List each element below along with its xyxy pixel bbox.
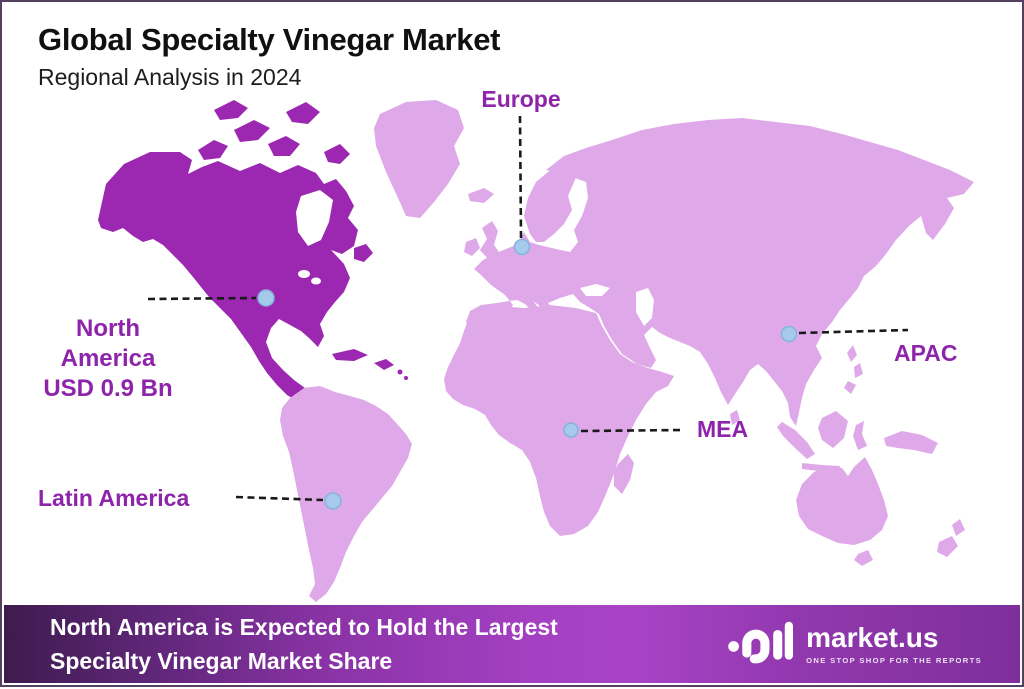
north-america-label: North America USD 0.9 Bn (32, 314, 184, 404)
mea-marker-dot (563, 422, 579, 438)
page-title: Global Specialty Vinegar Market (38, 22, 501, 57)
north-america-marker-dot (257, 289, 275, 307)
greenland-shape (374, 100, 494, 218)
region-eurasia-shape (464, 118, 974, 426)
europe-label: Europe (481, 86, 561, 112)
banner-caption: North America is Expected to Hold the La… (50, 613, 558, 675)
region-apac-islands-shape (777, 345, 965, 566)
region-mea-shape (444, 305, 674, 536)
apac-label: APAC (894, 340, 958, 366)
north-america-label-value: USD 0.9 Bn (43, 375, 173, 402)
logo-name: market.us (806, 621, 939, 653)
region-latin-america-shape (280, 386, 412, 602)
mea-label: MEA (697, 416, 749, 442)
europe-leader-line (518, 115, 523, 239)
latin-america-marker-dot (324, 492, 342, 510)
marketus-logo: market.us ONE STOP SHOP FOR THE REPORTS (727, 618, 1020, 670)
latin-america-label: Latin America (38, 485, 190, 511)
header: Global Specialty Vinegar Market Regional… (38, 22, 501, 91)
mea-leader-line (580, 428, 685, 433)
bottom-banner: North America is Expected to Hold the La… (4, 605, 1020, 683)
europe-marker-dot (513, 238, 531, 256)
marketus-logo-icon (728, 621, 794, 664)
region-north-america-shape (98, 100, 408, 424)
apac-marker-dot (780, 325, 798, 343)
latin-america-leader-line (235, 495, 324, 502)
logo-tagline: ONE STOP SHOP FOR THE REPORTS (806, 655, 982, 665)
apac-leader-line (798, 328, 909, 335)
page-subtitle: Regional Analysis in 2024 (38, 64, 302, 90)
north-america-label-name: North America (60, 315, 156, 372)
marketus-logo-text: market.us ONE STOP SHOP FOR THE REPORTS (806, 621, 982, 665)
north-america-leader-line (147, 296, 257, 301)
